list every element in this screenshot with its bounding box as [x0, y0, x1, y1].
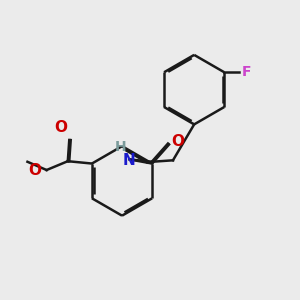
- Text: H: H: [114, 140, 126, 154]
- Text: O: O: [55, 120, 68, 135]
- Text: N: N: [123, 153, 136, 168]
- Text: F: F: [242, 65, 251, 79]
- Text: O: O: [28, 163, 41, 178]
- Text: O: O: [171, 134, 184, 149]
